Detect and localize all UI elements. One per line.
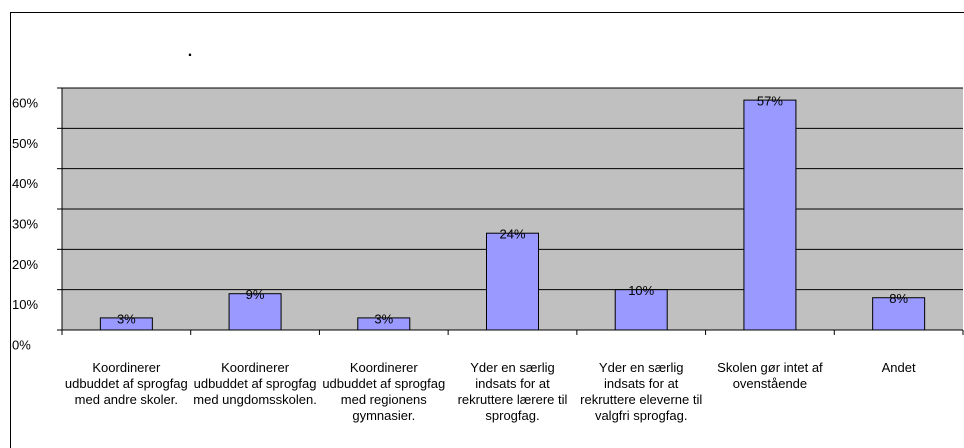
data-label: 9%: [246, 287, 265, 302]
x-tick-label: Andet: [881, 360, 916, 375]
y-tick-label: 60%: [12, 95, 38, 110]
bar: [486, 232, 539, 331]
data-label: 3%: [374, 311, 393, 326]
data-label: 57%: [757, 94, 783, 109]
bar: [872, 297, 926, 331]
data-label: 10%: [628, 283, 654, 298]
data-label: 24%: [499, 227, 525, 242]
bar: [743, 99, 797, 331]
bar: [228, 293, 282, 331]
y-tick-label: 20%: [12, 257, 38, 272]
bar: [614, 289, 668, 331]
chart-title: .: [188, 43, 192, 60]
x-tick-label: Koordinerer udbuddet af sprogfag med ung…: [193, 360, 317, 407]
x-tick-label: Koordinerer udbuddet af sprogfag med reg…: [322, 360, 446, 423]
x-tick-label: Koordinerer udbuddet af sprogfag med and…: [64, 360, 188, 407]
bar: [99, 317, 153, 331]
x-tick-label: Skolen gør intet af ovenstående: [717, 360, 823, 391]
y-tick-label: 10%: [12, 297, 38, 312]
y-tick-label: 0%: [12, 337, 31, 352]
data-label: 8%: [889, 291, 908, 306]
y-tick-label: 40%: [12, 176, 38, 191]
bar: [357, 317, 411, 331]
data-label: 3%: [117, 311, 136, 326]
x-tick-label: Yder en særlig indsats for at rekruttere…: [580, 360, 703, 423]
y-tick-label: 50%: [12, 136, 38, 151]
x-tick-label: Yder en særlig indsats for at rekruttere…: [457, 360, 568, 423]
y-tick-label: 30%: [12, 216, 38, 231]
